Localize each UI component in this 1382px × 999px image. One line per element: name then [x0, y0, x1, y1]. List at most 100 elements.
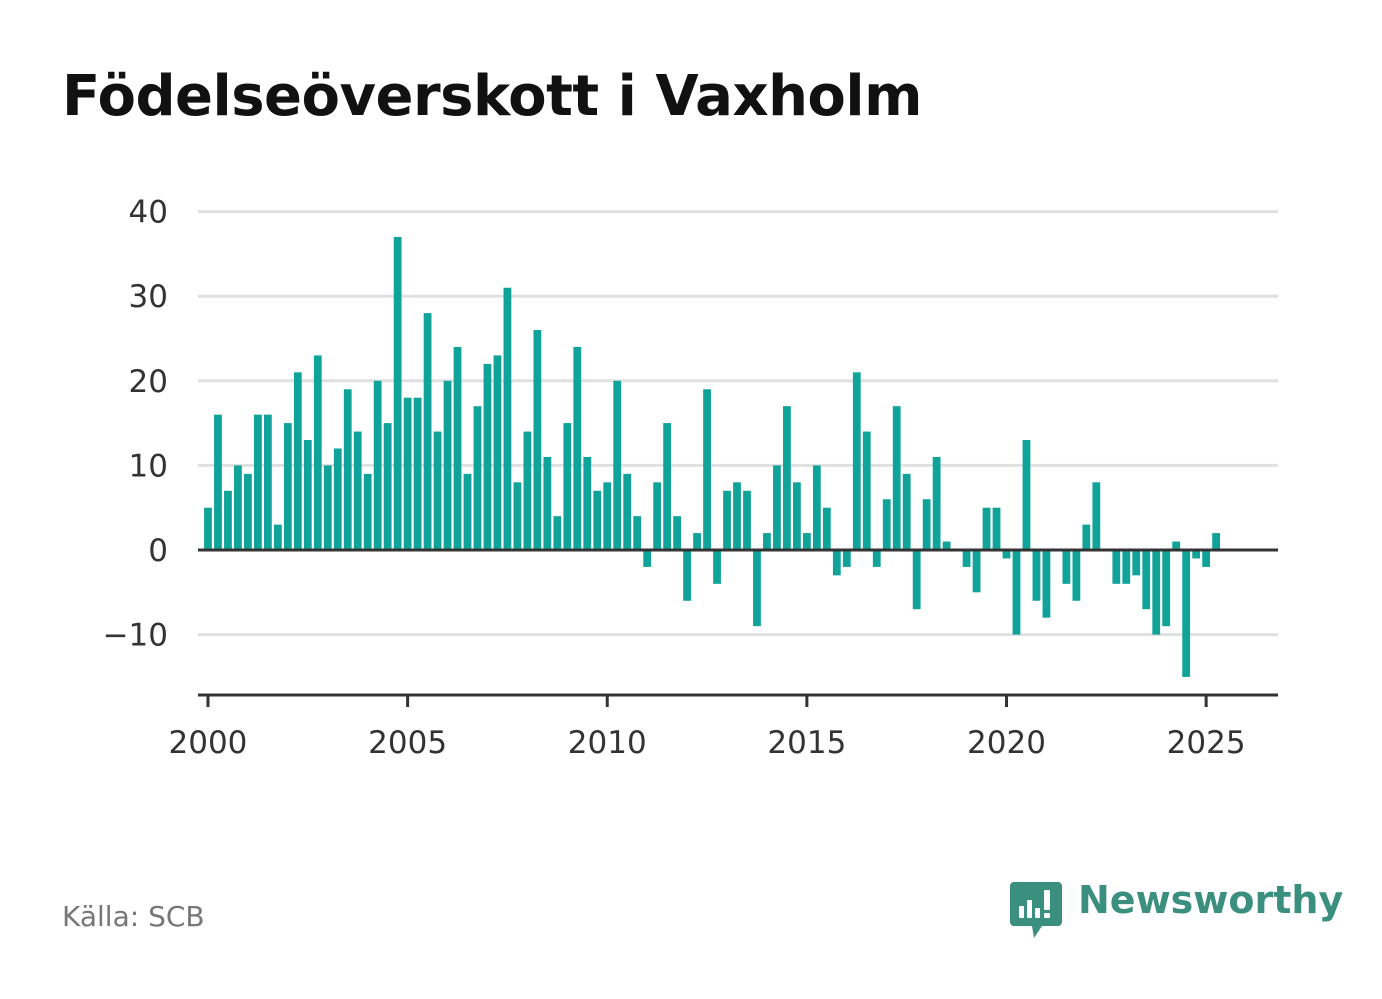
bar-2000-Q2 — [214, 414, 222, 550]
bar-2000-Q4 — [234, 465, 242, 550]
bar-2015-Q2 — [812, 465, 821, 550]
newsworthy-logo-icon — [1010, 882, 1062, 938]
bar-2010-Q2 — [613, 380, 622, 550]
bar-2015-Q4 — [832, 550, 841, 576]
bar-2008-Q1 — [523, 431, 532, 550]
bar-2025-Q1 — [1202, 550, 1211, 567]
bar-2022-Q2 — [1092, 482, 1101, 550]
bar-2004-Q3 — [383, 423, 392, 550]
bar-2020-Q1 — [1002, 550, 1011, 559]
bar-2008-Q4 — [553, 516, 562, 550]
bar-2016-Q4 — [872, 550, 881, 567]
bar-2002-Q3 — [303, 440, 312, 550]
bar-2009-Q2 — [573, 346, 582, 550]
bar-2017-Q3 — [902, 473, 911, 550]
bar-2005-Q2 — [413, 397, 422, 550]
bar-2015-Q1 — [802, 533, 811, 550]
bar-2005-Q3 — [423, 313, 432, 550]
bar-2010-Q1 — [603, 482, 612, 550]
bar-2017-Q4 — [912, 550, 921, 610]
bar-2024-Q3 — [1182, 550, 1191, 677]
bar-2023-Q2 — [1132, 550, 1141, 576]
bar-2013-Q1 — [723, 490, 731, 550]
bar-2022-Q1 — [1082, 524, 1091, 550]
bar-2012-Q1 — [683, 550, 691, 601]
bar-2004-Q4 — [393, 236, 402, 551]
bar-2016-Q3 — [862, 431, 871, 550]
bar-2016-Q1 — [842, 550, 851, 567]
bar-2000-Q1 — [204, 507, 212, 550]
bar-2025-Q2 — [1212, 533, 1221, 550]
bar-2003-Q1 — [323, 465, 332, 550]
bar-2007-Q2 — [493, 355, 502, 550]
bar-2008-Q3 — [543, 456, 552, 550]
bar-2017-Q1 — [882, 499, 891, 550]
bar-2009-Q4 — [593, 490, 602, 550]
bar-2017-Q2 — [892, 406, 901, 550]
y-tick-label: 40 — [129, 195, 168, 231]
bar-2021-Q4 — [1072, 550, 1081, 601]
bars — [204, 236, 1221, 677]
bar-2012-Q4 — [713, 550, 721, 584]
bar-2001-Q1 — [244, 473, 252, 550]
bar-2006-Q4 — [473, 406, 482, 550]
bar-2014-Q4 — [793, 482, 801, 550]
bar-2021-Q3 — [1062, 550, 1071, 584]
y-tick-label: 10 — [129, 448, 168, 484]
bar-2018-Q3 — [942, 541, 951, 550]
bar-2024-Q2 — [1172, 541, 1181, 550]
bar-2013-Q4 — [753, 550, 761, 627]
bar-2004-Q1 — [363, 473, 372, 550]
bar-2012-Q3 — [703, 389, 711, 550]
bar-2009-Q3 — [583, 456, 592, 550]
y-tick-label: −10 — [103, 618, 168, 654]
bar-2019-Q2 — [972, 550, 981, 593]
bar-2008-Q2 — [533, 330, 542, 550]
bar-2024-Q1 — [1162, 550, 1171, 627]
chart-title: Födelseöverskott i Vaxholm — [62, 64, 922, 129]
bar-2011-Q4 — [673, 516, 682, 550]
bar-2015-Q3 — [822, 507, 831, 550]
bar-2011-Q3 — [663, 423, 672, 550]
bar-2007-Q4 — [513, 482, 522, 550]
bar-2021-Q1 — [1042, 550, 1051, 618]
source-note: Källa: SCB — [62, 900, 205, 933]
bar-2018-Q2 — [932, 456, 941, 550]
bar-2006-Q3 — [463, 473, 472, 550]
bar-2020-Q3 — [1022, 440, 1031, 550]
bar-2014-Q1 — [763, 533, 771, 550]
brand-name: Newsworthy — [1078, 878, 1344, 922]
bar-2006-Q1 — [443, 380, 452, 550]
x-tick-label: 2020 — [967, 725, 1046, 761]
bar-2007-Q1 — [483, 363, 492, 550]
bar-2009-Q1 — [563, 423, 572, 550]
bar-2002-Q1 — [283, 423, 292, 550]
y-tick-label: 20 — [129, 364, 168, 400]
bar-2024-Q4 — [1192, 550, 1201, 559]
x-tick-label: 2025 — [1167, 725, 1246, 761]
x-axis-ticks: 2000 2005 2010 2015 2020 2025 — [169, 695, 1246, 761]
bar-2014-Q3 — [783, 406, 791, 550]
x-tick-label: 2000 — [169, 725, 248, 761]
bar-2005-Q4 — [433, 431, 442, 550]
bar-2000-Q3 — [224, 490, 232, 550]
bar-2011-Q1 — [643, 550, 652, 567]
bar-2023-Q4 — [1152, 550, 1161, 635]
bar-2023-Q3 — [1142, 550, 1151, 610]
bar-2011-Q2 — [653, 482, 662, 550]
bar-2012-Q2 — [693, 533, 701, 550]
bar-2002-Q4 — [313, 355, 322, 550]
bar-2003-Q3 — [343, 389, 352, 550]
bar-2016-Q2 — [852, 372, 861, 550]
bar-2014-Q2 — [773, 465, 781, 550]
x-tick-label: 2005 — [368, 725, 447, 761]
bar-2004-Q2 — [373, 380, 382, 550]
x-tick-label: 2010 — [568, 725, 647, 761]
bar-2013-Q3 — [743, 490, 751, 550]
y-tick-label: 0 — [148, 533, 168, 569]
bar-2001-Q3 — [263, 414, 272, 550]
bar-2001-Q2 — [254, 414, 262, 550]
y-axis-labels: 40 30 20 10 0 −10 — [103, 195, 168, 654]
bar-2018-Q1 — [922, 499, 931, 550]
